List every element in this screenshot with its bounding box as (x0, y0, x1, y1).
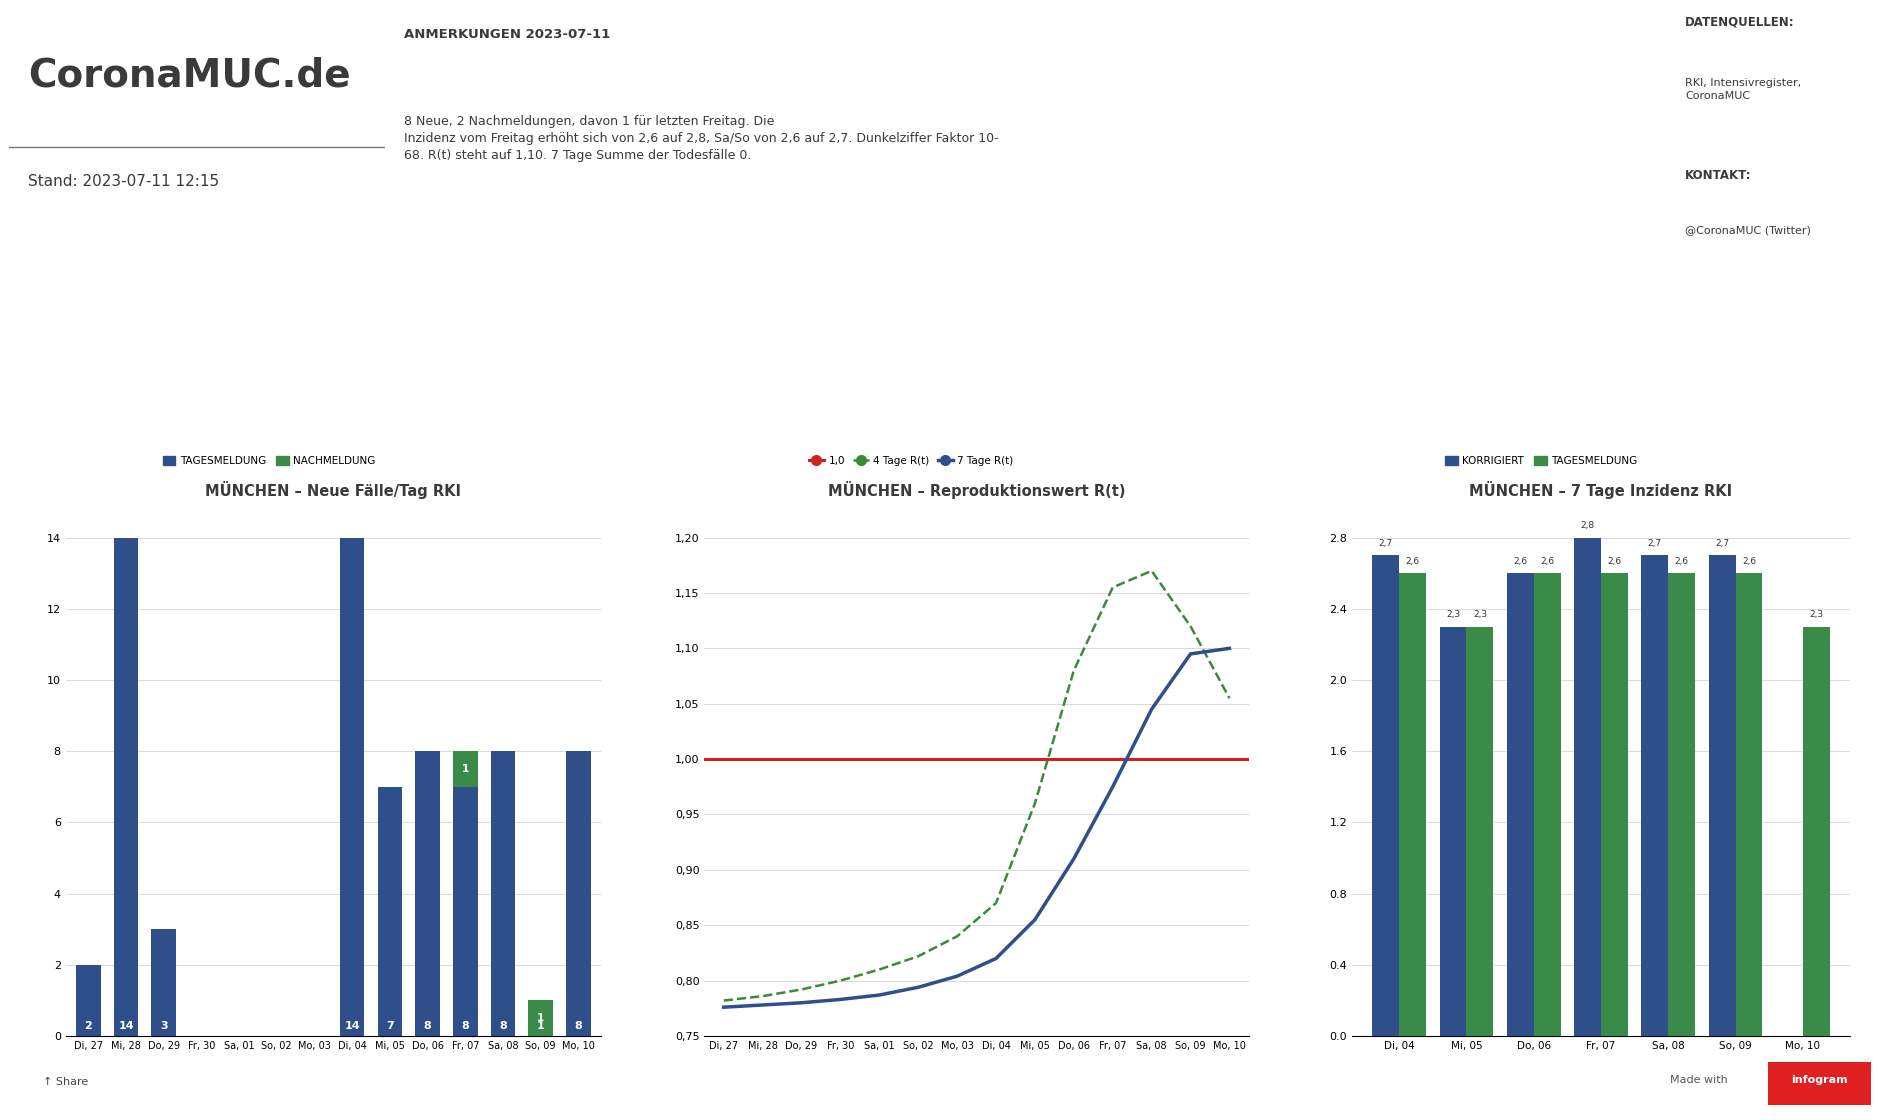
Bar (115, 538, 139, 1036)
Text: 14: 14 (344, 1020, 361, 1030)
Text: infogram: infogram (1792, 1075, 1848, 1085)
Text: 2,6: 2,6 (1743, 557, 1756, 566)
Bar (1641, 556, 1668, 1036)
Text: 7: 7 (387, 1020, 394, 1030)
Text: 8: 8 (424, 1020, 432, 1030)
Text: MÜNCHEN: MÜNCHEN (685, 467, 740, 477)
Text: Täglich: Täglich (762, 503, 800, 513)
Text: 8: 8 (575, 1020, 582, 1030)
Text: Gesamt: 721.720: Gesamt: 721.720 (111, 467, 201, 477)
Text: VERÄNDERUNG: VERÄNDERUNG (809, 467, 890, 477)
Bar (453, 752, 477, 787)
Bar (1467, 626, 1493, 1036)
Text: 2,3: 2,3 (1809, 610, 1824, 619)
Text: 2,7: 2,7 (1715, 540, 1730, 549)
Text: 1,10 ▼: 1,10 ▼ (1343, 407, 1472, 440)
Text: Quelle: CoronaMUC: Quelle: CoronaMUC (1356, 467, 1459, 477)
Text: ANMERKUNGEN 2023-07-11: ANMERKUNGEN 2023-07-11 (404, 28, 616, 40)
Text: Made with: Made with (1671, 1075, 1728, 1085)
Title: MÜNCHEN – Reproduktionswert R(t): MÜNCHEN – Reproduktionswert R(t) (828, 480, 1125, 498)
Text: 2,6: 2,6 (1675, 557, 1688, 566)
Title: MÜNCHEN – 7 Tage Inzidenz RKI: MÜNCHEN – 7 Tage Inzidenz RKI (1469, 480, 1733, 498)
Legend: 1,0, 4 Tage R(t), 7 Tage R(t): 1,0, 4 Tage R(t), 7 Tage R(t) (809, 456, 1014, 466)
Text: 2,8: 2,8 (1581, 522, 1594, 531)
Text: ↑ Share: ↑ Share (43, 1077, 88, 1086)
Text: +10: +10 (115, 407, 195, 440)
Text: 8 Neue, 2 Nachmeldungen, davon 1 für letzten Freitag. Die
Inzidenz vom Freitag e: 8 Neue, 2 Nachmeldungen, davon 1 für let… (404, 115, 999, 162)
Text: DATENQUELLEN:: DATENQUELLEN: (1685, 15, 1795, 28)
Text: 10–68: 10–68 (1035, 407, 1153, 440)
Text: TODESFÄLLE: TODESFÄLLE (432, 354, 505, 364)
Text: 14: 14 (118, 1020, 133, 1030)
Text: Di–Sa.*: Di–Sa.* (449, 503, 488, 513)
Bar (1534, 573, 1561, 1036)
Legend: KORRIGIERT, TAGESMELDUNG: KORRIGIERT, TAGESMELDUNG (1446, 456, 1638, 466)
Text: 2,7: 2,7 (1378, 540, 1393, 549)
Text: RKI, Intensivregister,
CoronaMUC: RKI, Intensivregister, CoronaMUC (1685, 77, 1801, 101)
Bar (490, 752, 515, 1036)
Text: CoronaMUC.de: CoronaMUC.de (28, 56, 351, 94)
Text: 8: 8 (500, 1020, 507, 1030)
Text: DUNKELZIFFER FAKTOR: DUNKELZIFFER FAKTOR (1025, 354, 1164, 364)
Text: 2,3: 2,3 (1472, 610, 1487, 619)
Text: Di–Sa.*: Di–Sa.* (137, 503, 175, 513)
Bar (1373, 556, 1399, 1036)
Text: 8: 8 (462, 1020, 470, 1030)
Bar (377, 787, 402, 1036)
Bar (152, 930, 177, 1036)
Bar (1668, 573, 1696, 1036)
Text: * RKI Zahlen zu Inzidenz, Fallzahlen, Nachmeldungen und Todesfällen: Dienstag bi: * RKI Zahlen zu Inzidenz, Fallzahlen, Na… (443, 1073, 1435, 1088)
Text: 2,6: 2,6 (1608, 557, 1621, 566)
Text: Stand: 2023-07-11 12:15: Stand: 2023-07-11 12:15 (28, 175, 220, 189)
Text: 2,6: 2,6 (1405, 557, 1420, 566)
Text: 2: 2 (85, 1020, 92, 1030)
Text: 2,6: 2,6 (1540, 557, 1555, 566)
Text: Gesamt: 2.646: Gesamt: 2.646 (430, 467, 507, 477)
Text: 2: 2 (700, 407, 725, 440)
Text: 2,3: 2,3 (1688, 407, 1752, 440)
Text: 1: 1 (537, 1014, 545, 1024)
Text: KONTAKT:: KONTAKT: (1685, 169, 1752, 181)
Bar (1709, 556, 1735, 1036)
Bar (1574, 538, 1600, 1036)
Text: INTENSIVBETTENBELEGUNG: INTENSIVBETTENBELEGUNG (700, 354, 864, 364)
Text: BESTÄTIGTE FÄLLE: BESTÄTIGTE FÄLLE (101, 354, 210, 364)
Bar (1399, 573, 1425, 1036)
Text: IFR/KH basiert: IFR/KH basiert (1057, 467, 1131, 477)
Text: +0: +0 (441, 407, 496, 440)
Bar (415, 752, 439, 1036)
Text: REPRODUKTIONSWERT: REPRODUKTIONSWERT (1341, 354, 1474, 364)
Bar (453, 787, 477, 1036)
Bar (1440, 626, 1467, 1036)
Title: MÜNCHEN – Neue Fälle/Tag RKI: MÜNCHEN – Neue Fälle/Tag RKI (205, 480, 462, 498)
Text: INZIDENZ RKI: INZIDENZ RKI (1681, 354, 1760, 364)
Bar (1769, 1063, 1870, 1104)
Bar (528, 1000, 552, 1036)
Text: 2,3: 2,3 (1446, 610, 1459, 619)
Text: 1: 1 (462, 764, 470, 774)
Bar (1506, 573, 1534, 1036)
Bar (1803, 626, 1829, 1036)
Text: 2,6: 2,6 (1514, 557, 1527, 566)
Text: 3: 3 (160, 1020, 167, 1030)
Bar (77, 964, 101, 1036)
Text: Täglich: Täglich (1390, 503, 1425, 513)
Text: 2,7: 2,7 (1647, 540, 1662, 549)
Text: 1: 1 (537, 1020, 545, 1030)
Text: -1: -1 (830, 407, 870, 440)
Text: Di–Sa.*: Di–Sa.* (1701, 467, 1739, 477)
Text: @CoronaMUC (Twitter): @CoronaMUC (Twitter) (1685, 225, 1810, 235)
Bar (340, 538, 364, 1036)
Bar (1735, 573, 1762, 1036)
Text: Täglich: Täglich (1076, 503, 1114, 513)
Legend: TAGESMELDUNG, NACHMELDUNG: TAGESMELDUNG, NACHMELDUNG (163, 456, 376, 466)
Bar (565, 752, 590, 1036)
Bar (1600, 573, 1628, 1036)
